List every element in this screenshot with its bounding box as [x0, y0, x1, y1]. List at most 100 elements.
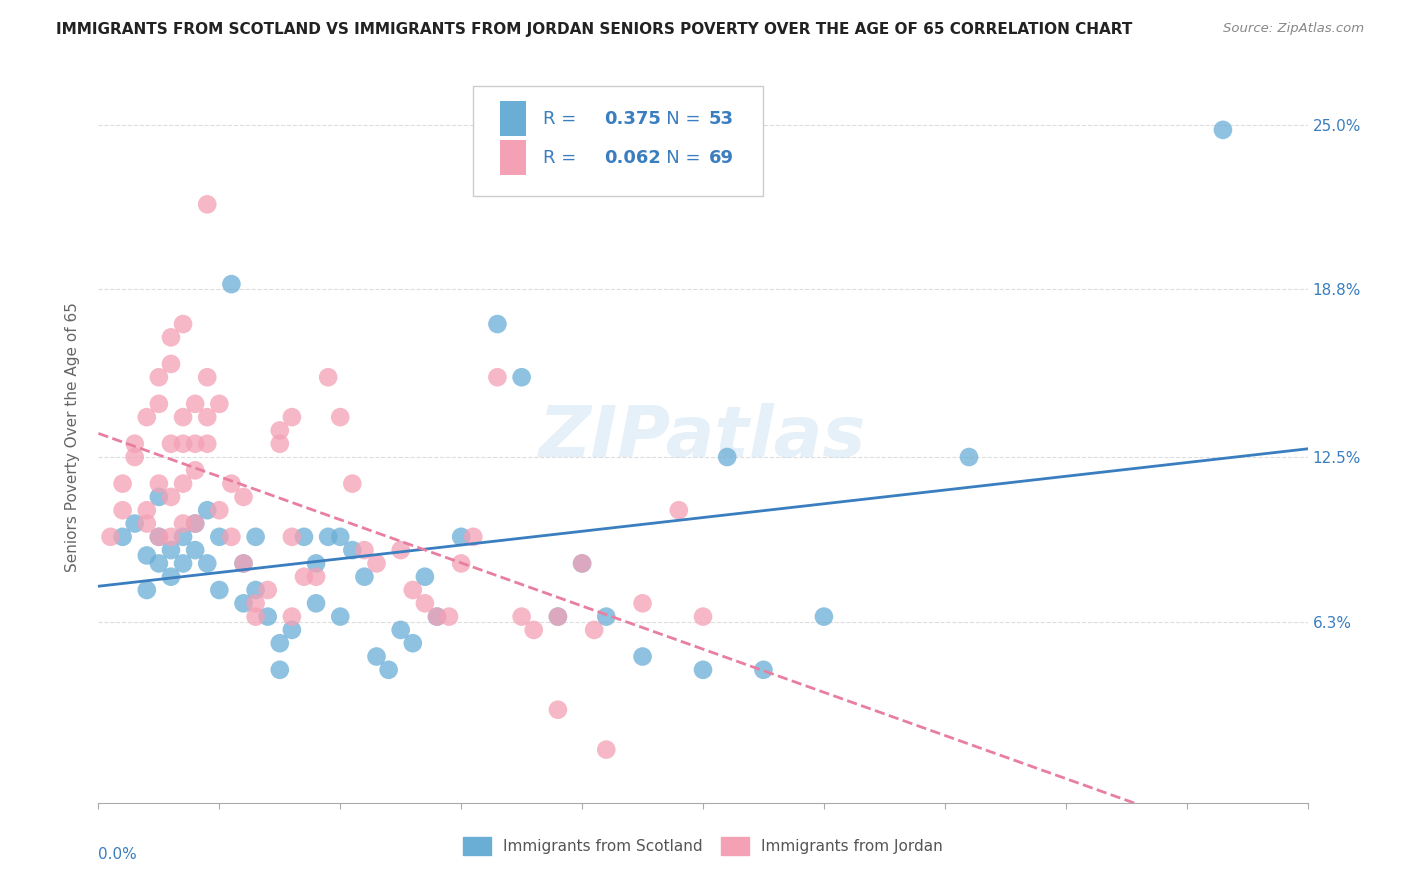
Point: [413, 570, 436, 584]
Point: [389, 543, 412, 558]
Point: [305, 570, 328, 584]
Point: [281, 609, 304, 624]
Point: [160, 436, 183, 450]
Point: [160, 330, 183, 344]
Point: [668, 503, 690, 517]
Point: [195, 557, 218, 571]
Point: [184, 436, 207, 450]
Point: [329, 530, 352, 544]
Point: [342, 543, 364, 558]
Point: [256, 582, 278, 597]
Point: [245, 530, 267, 544]
Point: [195, 197, 218, 211]
Point: [269, 436, 291, 450]
Point: [195, 410, 218, 425]
Point: [486, 317, 509, 331]
Point: [631, 596, 654, 610]
Point: [111, 476, 134, 491]
Point: [160, 357, 183, 371]
Point: [221, 476, 243, 491]
Point: [1212, 123, 1234, 137]
Point: [184, 516, 207, 531]
Point: [208, 530, 231, 544]
Point: [124, 450, 146, 464]
Point: [148, 557, 170, 571]
Point: [135, 503, 157, 517]
Point: [957, 450, 980, 464]
Point: [305, 596, 328, 610]
Point: [195, 503, 218, 517]
Point: [208, 582, 231, 597]
Point: [221, 277, 243, 292]
Point: [245, 596, 267, 610]
Point: [583, 623, 606, 637]
Point: [172, 317, 194, 331]
Point: [135, 410, 157, 425]
Point: [402, 582, 425, 597]
Point: [160, 543, 183, 558]
Point: [353, 543, 375, 558]
Point: [148, 530, 170, 544]
Point: [172, 476, 194, 491]
Point: [571, 557, 593, 571]
Point: [232, 557, 254, 571]
Point: [160, 570, 183, 584]
Point: [208, 503, 231, 517]
Point: [463, 530, 485, 544]
Point: [232, 557, 254, 571]
Point: [450, 530, 472, 544]
Point: [281, 410, 304, 425]
Point: [547, 609, 569, 624]
Point: [486, 370, 509, 384]
Point: [148, 397, 170, 411]
Point: [595, 742, 617, 756]
Point: [437, 609, 460, 624]
Point: [148, 370, 170, 384]
Point: [195, 436, 218, 450]
Point: [208, 397, 231, 411]
Point: [184, 463, 207, 477]
Point: [692, 609, 714, 624]
Point: [402, 636, 425, 650]
Point: [353, 570, 375, 584]
Point: [389, 623, 412, 637]
Text: N =: N =: [648, 110, 706, 128]
Point: [269, 663, 291, 677]
Point: [184, 516, 207, 531]
Text: Source: ZipAtlas.com: Source: ZipAtlas.com: [1223, 22, 1364, 36]
Point: [195, 370, 218, 384]
Point: [716, 450, 738, 464]
Point: [316, 530, 339, 544]
Point: [256, 609, 278, 624]
Point: [450, 557, 472, 571]
Text: N =: N =: [648, 149, 706, 167]
Point: [523, 623, 546, 637]
Point: [184, 543, 207, 558]
Point: [269, 424, 291, 438]
Text: 0.0%: 0.0%: [98, 847, 138, 862]
Point: [510, 370, 533, 384]
Point: [232, 490, 254, 504]
Point: [292, 530, 315, 544]
Point: [813, 609, 835, 624]
Text: 69: 69: [709, 149, 734, 167]
Point: [329, 609, 352, 624]
Point: [329, 410, 352, 425]
Point: [172, 410, 194, 425]
Point: [366, 649, 388, 664]
Point: [692, 663, 714, 677]
Point: [148, 476, 170, 491]
Text: IMMIGRANTS FROM SCOTLAND VS IMMIGRANTS FROM JORDAN SENIORS POVERTY OVER THE AGE : IMMIGRANTS FROM SCOTLAND VS IMMIGRANTS F…: [56, 22, 1133, 37]
Point: [111, 530, 134, 544]
FancyBboxPatch shape: [474, 86, 763, 195]
Point: [172, 516, 194, 531]
Point: [292, 570, 315, 584]
Point: [100, 530, 122, 544]
Bar: [501, 140, 526, 175]
Point: [111, 503, 134, 517]
Point: [631, 649, 654, 664]
Point: [547, 703, 569, 717]
Point: [426, 609, 449, 624]
Point: [172, 557, 194, 571]
Bar: [501, 102, 526, 136]
